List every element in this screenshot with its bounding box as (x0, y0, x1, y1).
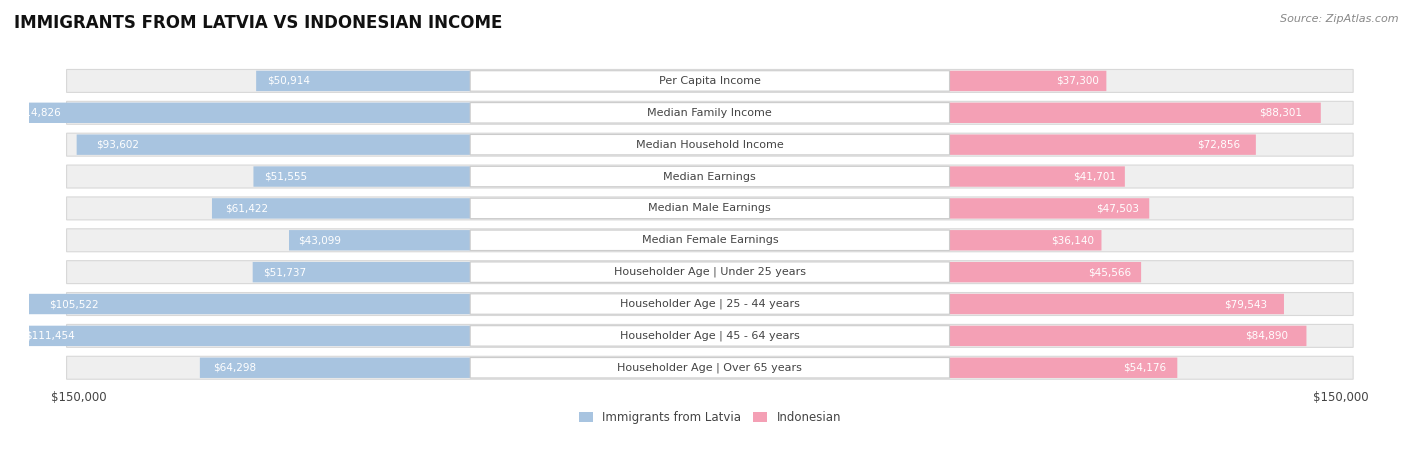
Legend: Immigrants from Latvia, Indonesian: Immigrants from Latvia, Indonesian (574, 406, 846, 429)
Text: Householder Age | Under 25 years: Householder Age | Under 25 years (614, 267, 806, 277)
Text: $51,737: $51,737 (263, 267, 307, 277)
Text: $50,914: $50,914 (267, 76, 309, 86)
FancyBboxPatch shape (470, 358, 949, 378)
FancyBboxPatch shape (949, 325, 1306, 346)
Text: $93,602: $93,602 (97, 140, 139, 149)
FancyBboxPatch shape (949, 198, 1149, 219)
Text: Median Female Earnings: Median Female Earnings (641, 235, 778, 245)
FancyBboxPatch shape (1, 325, 470, 346)
FancyBboxPatch shape (77, 134, 470, 155)
FancyBboxPatch shape (66, 325, 1353, 347)
Text: $36,140: $36,140 (1050, 235, 1094, 245)
FancyBboxPatch shape (949, 294, 1284, 314)
FancyBboxPatch shape (66, 133, 1353, 156)
FancyBboxPatch shape (470, 325, 949, 346)
Text: $114,826: $114,826 (11, 108, 62, 118)
FancyBboxPatch shape (66, 229, 1353, 252)
Text: $37,300: $37,300 (1056, 76, 1098, 86)
Text: $72,856: $72,856 (1198, 140, 1240, 149)
FancyBboxPatch shape (949, 134, 1256, 155)
FancyBboxPatch shape (949, 166, 1125, 187)
Text: $79,543: $79,543 (1225, 299, 1267, 309)
FancyBboxPatch shape (0, 103, 470, 123)
Text: $51,555: $51,555 (264, 171, 308, 182)
Text: $88,301: $88,301 (1260, 108, 1302, 118)
Text: $43,099: $43,099 (298, 235, 342, 245)
FancyBboxPatch shape (949, 262, 1142, 283)
Text: Householder Age | 25 - 44 years: Householder Age | 25 - 44 years (620, 299, 800, 309)
FancyBboxPatch shape (256, 71, 470, 91)
Text: Per Capita Income: Per Capita Income (659, 76, 761, 86)
Text: $47,503: $47,503 (1097, 204, 1139, 213)
Text: Householder Age | Over 65 years: Householder Age | Over 65 years (617, 362, 803, 373)
FancyBboxPatch shape (949, 358, 1177, 378)
FancyBboxPatch shape (470, 103, 949, 123)
FancyBboxPatch shape (949, 71, 1107, 91)
FancyBboxPatch shape (66, 356, 1353, 379)
Text: IMMIGRANTS FROM LATVIA VS INDONESIAN INCOME: IMMIGRANTS FROM LATVIA VS INDONESIAN INC… (14, 14, 502, 32)
Text: Median Family Income: Median Family Income (648, 108, 772, 118)
FancyBboxPatch shape (470, 71, 949, 91)
FancyBboxPatch shape (27, 294, 470, 314)
Text: Householder Age | 45 - 64 years: Householder Age | 45 - 64 years (620, 331, 800, 341)
Text: $41,701: $41,701 (1073, 171, 1116, 182)
FancyBboxPatch shape (253, 262, 470, 283)
Text: $64,298: $64,298 (214, 363, 256, 373)
FancyBboxPatch shape (66, 261, 1353, 283)
Text: $111,454: $111,454 (25, 331, 75, 341)
Text: $105,522: $105,522 (49, 299, 98, 309)
FancyBboxPatch shape (949, 230, 1101, 250)
FancyBboxPatch shape (470, 294, 949, 314)
FancyBboxPatch shape (253, 166, 470, 187)
Text: Source: ZipAtlas.com: Source: ZipAtlas.com (1281, 14, 1399, 24)
Text: $61,422: $61,422 (225, 204, 269, 213)
Text: $54,176: $54,176 (1123, 363, 1166, 373)
FancyBboxPatch shape (66, 292, 1353, 316)
FancyBboxPatch shape (66, 165, 1353, 188)
FancyBboxPatch shape (66, 70, 1353, 92)
FancyBboxPatch shape (212, 198, 470, 219)
FancyBboxPatch shape (66, 101, 1353, 124)
FancyBboxPatch shape (200, 358, 470, 378)
Text: Median Earnings: Median Earnings (664, 171, 756, 182)
Text: Median Male Earnings: Median Male Earnings (648, 204, 772, 213)
FancyBboxPatch shape (949, 103, 1320, 123)
Text: Median Household Income: Median Household Income (636, 140, 783, 149)
FancyBboxPatch shape (470, 262, 949, 283)
FancyBboxPatch shape (66, 197, 1353, 220)
FancyBboxPatch shape (470, 198, 949, 219)
FancyBboxPatch shape (290, 230, 470, 250)
FancyBboxPatch shape (470, 166, 949, 187)
FancyBboxPatch shape (470, 230, 949, 250)
Text: $45,566: $45,566 (1088, 267, 1132, 277)
FancyBboxPatch shape (470, 134, 949, 155)
Text: $84,890: $84,890 (1246, 331, 1289, 341)
